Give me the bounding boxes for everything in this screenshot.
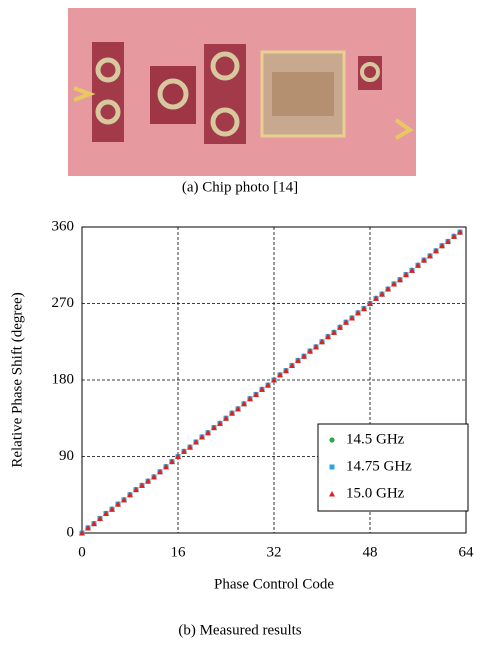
- y-tick-label: 90: [59, 448, 74, 464]
- data-point: [265, 382, 271, 388]
- data-point: [211, 424, 217, 431]
- data-point: [373, 295, 379, 301]
- data-point: [319, 338, 325, 345]
- plot-frame: [81, 226, 467, 534]
- legend-marker: [329, 464, 335, 470]
- data-point: [145, 478, 151, 484]
- caption: (b) Measured results: [178, 622, 301, 638]
- data-point: [97, 515, 103, 522]
- data-point: [169, 458, 175, 465]
- y-tick-label: 180: [52, 371, 75, 387]
- data-point: [457, 229, 463, 235]
- data-point: [253, 391, 259, 397]
- data-point: [241, 400, 247, 407]
- data-point: [223, 415, 229, 421]
- data-point: [127, 491, 133, 498]
- data-point: [355, 309, 361, 316]
- data-point: [337, 324, 343, 330]
- data-point: [451, 233, 457, 239]
- legend-label: 14.5 GHz: [346, 431, 405, 447]
- data-point: [349, 314, 355, 321]
- x-axis-label: Phase Control Code: [214, 576, 334, 592]
- data-point: [427, 252, 433, 259]
- data-point: [79, 530, 85, 536]
- x-tick-label: 48: [363, 544, 378, 560]
- data-point: [229, 410, 235, 416]
- data-point: [271, 377, 277, 383]
- data-point: [403, 271, 409, 278]
- legend-marker: [329, 437, 335, 443]
- data-point: [133, 486, 139, 493]
- y-tick-label: 360: [52, 218, 75, 234]
- data-point: [307, 348, 313, 354]
- data-point: [397, 276, 403, 283]
- data-point: [103, 510, 109, 516]
- data-point: [439, 242, 445, 249]
- y-tick-label: 0: [67, 524, 75, 540]
- data-point: [295, 357, 301, 363]
- data-point: [235, 405, 241, 412]
- data-point: [193, 439, 199, 445]
- data-point: [217, 420, 223, 426]
- data-point: [421, 257, 427, 263]
- data-point: [91, 520, 97, 527]
- caption: (a) Chip photo [14]: [182, 179, 298, 195]
- data-point: [433, 247, 439, 254]
- data-point: [415, 262, 421, 268]
- legend-marker: [329, 491, 335, 497]
- y-axis-label: Relative Phase Shift (degree): [9, 292, 25, 467]
- data-point: [175, 453, 181, 459]
- data-point: [109, 506, 115, 512]
- data-point: [205, 429, 211, 436]
- x-tick-label: 32: [267, 544, 282, 560]
- data-point: [151, 473, 157, 480]
- data-point: [301, 353, 307, 359]
- data-point: [187, 444, 193, 450]
- data-point: [343, 319, 349, 325]
- legend-label: 14.75 GHz: [346, 458, 412, 474]
- data-point: [379, 291, 385, 297]
- data-point: [331, 329, 337, 335]
- data-point: [163, 463, 169, 470]
- data-point: [121, 496, 127, 503]
- x-tick-label: 64: [459, 544, 475, 560]
- data-point: [247, 395, 253, 402]
- x-tick-label: 16: [171, 544, 187, 560]
- chip-photo: [68, 8, 416, 176]
- data-point: [361, 305, 367, 312]
- data-point: [157, 468, 163, 475]
- x-tick-label: 0: [78, 544, 86, 560]
- data-point: [259, 386, 265, 392]
- data-point: [445, 238, 451, 244]
- data-point: [277, 371, 283, 378]
- data-point: [139, 482, 145, 488]
- data-point: [385, 286, 391, 292]
- data-point: [199, 433, 205, 440]
- data-point: [115, 501, 121, 507]
- plot: 0 90 180 270 360 0 16 32 48 64 Phase Control Code R…: [9, 218, 474, 592]
- data-point: [313, 343, 319, 350]
- data-point: [85, 524, 91, 531]
- data-point: [367, 300, 373, 306]
- data-point: [181, 448, 187, 454]
- legend-label: 15.0 GHz: [346, 485, 405, 501]
- data-point: [289, 362, 295, 369]
- data-point: [391, 280, 397, 287]
- data-point: [325, 333, 331, 340]
- data-point: [409, 267, 415, 273]
- legend-box: [317, 423, 469, 512]
- y-tick-label: 270: [52, 295, 75, 311]
- data-point: [283, 367, 289, 374]
